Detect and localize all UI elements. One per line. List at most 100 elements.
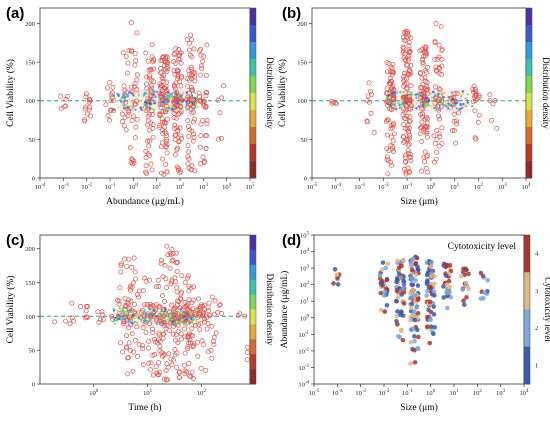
x-tick-label: 105 <box>246 183 256 191</box>
data-point <box>422 75 428 80</box>
density-point <box>459 103 462 107</box>
data-point <box>399 327 404 333</box>
density-point <box>388 105 392 109</box>
colorbar-segment <box>250 59 256 77</box>
data-point <box>185 76 190 82</box>
data-point <box>197 97 203 103</box>
colorbar-segment <box>250 76 256 94</box>
data-point <box>406 141 412 147</box>
data-point <box>458 273 464 279</box>
y-tick-label: 0 <box>32 382 35 389</box>
data-point <box>149 54 155 60</box>
density-point <box>463 104 467 108</box>
data-point <box>417 131 423 137</box>
data-point <box>163 368 169 374</box>
data-point <box>424 130 430 136</box>
data-point <box>405 165 411 171</box>
density-point <box>112 94 116 98</box>
density-point <box>117 106 120 109</box>
colorbar-segment <box>524 272 530 310</box>
density-point <box>400 91 403 94</box>
data-point <box>150 372 156 378</box>
data-point <box>173 152 178 158</box>
data-point <box>207 313 213 318</box>
density-point <box>166 318 170 321</box>
data-point <box>192 70 198 76</box>
density-point <box>176 314 179 317</box>
data-point <box>171 52 177 58</box>
data-point <box>245 344 251 350</box>
data-point <box>401 73 407 79</box>
density-point <box>443 91 447 95</box>
density-point <box>133 321 137 324</box>
data-point <box>195 296 201 302</box>
data-point <box>144 85 150 91</box>
data-point <box>384 69 390 75</box>
x-tick-label: 102 <box>197 389 207 397</box>
data-point <box>158 66 164 71</box>
colorbar-frame <box>525 7 533 179</box>
data-point <box>432 40 438 45</box>
density-point <box>181 91 185 95</box>
data-point <box>156 337 162 343</box>
data-point <box>134 98 139 104</box>
data-point <box>152 339 158 345</box>
data-point <box>174 260 180 266</box>
data-point <box>401 279 407 284</box>
density-point <box>193 106 196 110</box>
data-point <box>371 130 377 135</box>
data-point <box>181 362 187 368</box>
colorbar-title: Distribution density <box>541 57 550 129</box>
density-point <box>388 96 391 100</box>
density-point <box>454 101 457 105</box>
y-tick-label: 100 <box>25 314 35 321</box>
density-point <box>168 315 172 319</box>
density-point <box>385 96 389 99</box>
data-point <box>185 346 191 352</box>
data-point <box>123 302 129 308</box>
data-point <box>419 138 425 144</box>
data-point <box>148 67 154 73</box>
data-point <box>146 338 152 344</box>
data-point <box>147 127 152 133</box>
density-point <box>129 309 133 312</box>
y-tick-label: 100 <box>25 98 35 105</box>
data-point <box>179 135 185 141</box>
data-point <box>335 282 341 287</box>
data-point <box>99 309 105 315</box>
density-point <box>172 91 175 94</box>
density-point <box>446 107 450 110</box>
data-point <box>403 159 408 164</box>
data-point <box>151 56 157 62</box>
density-point <box>404 103 408 107</box>
data-point <box>126 256 132 262</box>
data-point <box>242 313 248 319</box>
data-point <box>128 298 134 304</box>
density-point <box>174 91 178 94</box>
data-point <box>422 149 428 155</box>
data-point <box>203 145 209 151</box>
data-point <box>164 323 170 329</box>
data-point <box>189 110 195 116</box>
data-point <box>429 260 434 266</box>
data-point <box>172 305 178 311</box>
density-point <box>186 106 190 109</box>
data-point <box>464 295 469 300</box>
x-tick-label: 101 <box>152 183 162 191</box>
data-point <box>378 307 384 313</box>
data-point <box>413 272 419 278</box>
y-tick-label: 200 <box>297 21 307 28</box>
data-point <box>169 362 175 368</box>
data-point <box>197 144 203 150</box>
data-point <box>408 361 413 366</box>
density-point <box>400 105 404 109</box>
data-point <box>391 148 397 154</box>
data-point <box>401 289 407 295</box>
density-point <box>179 322 183 325</box>
data-point <box>177 52 182 58</box>
colorbar-segment <box>526 93 532 111</box>
y-tick-label: 10-4 <box>298 381 309 389</box>
data-point <box>136 294 142 300</box>
colorbar-frame <box>249 234 257 385</box>
data-point <box>140 362 146 368</box>
